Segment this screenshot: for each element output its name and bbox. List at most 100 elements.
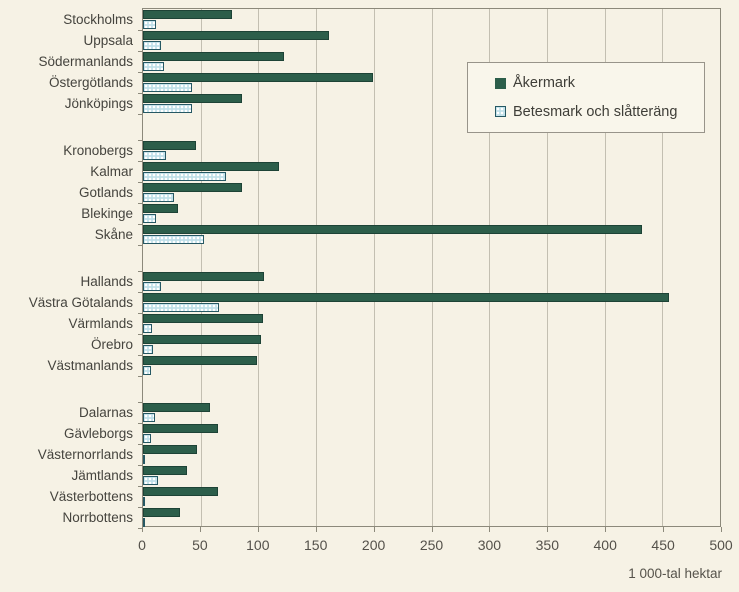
bar-row: Stockholms (0, 9, 721, 31)
x-tick-label: 150 (304, 537, 328, 553)
legend: Åkermark Betesmark och slåtteräng (467, 62, 705, 133)
bar-row: Kalmar (0, 161, 721, 183)
akermark-bar (143, 314, 264, 323)
akermark-bar (143, 356, 258, 365)
x-tick (547, 527, 549, 532)
akermark-bar (143, 403, 211, 412)
betesmark-bar (143, 324, 153, 333)
category-label: Kronobergs (63, 143, 133, 158)
x-tick-label: 0 (138, 537, 146, 553)
category-label: Stockholms (63, 12, 133, 27)
x-tick (199, 527, 201, 532)
category-label: Västerbottens (49, 489, 133, 504)
bars-area (143, 402, 721, 423)
category-label: Gävleborgs (63, 426, 133, 441)
akermark-bar (143, 31, 330, 40)
bar-row: Skåne (0, 224, 721, 246)
category-label: Norrbottens (62, 510, 133, 525)
bars-area (143, 507, 721, 528)
betesmark-bar (143, 413, 155, 422)
x-tick-label: 400 (593, 537, 617, 553)
bar-row: Dalarnas (0, 402, 721, 424)
category-label: Västra Götalands (28, 295, 133, 310)
akermark-bar (143, 487, 219, 496)
gridline (316, 9, 318, 526)
x-tick-label: 350 (535, 537, 559, 553)
betesmark-bar (143, 476, 159, 485)
bar-row: Östergötlands (0, 72, 721, 94)
legend-label: Betesmark och slåtteräng (513, 103, 678, 120)
bar-rows: Stockholms Uppsala Södermanlands Östergötla… (0, 9, 721, 529)
legend-label: Åkermark (513, 75, 576, 92)
betesmark-bar (143, 455, 146, 464)
betesmark-bar (143, 41, 162, 50)
gridline (373, 9, 375, 526)
bars-area (143, 182, 721, 203)
bar-row: Uppsala (0, 30, 721, 52)
category-label: Västernorrlands (37, 447, 133, 462)
betesmark-bar (143, 366, 152, 375)
gridline (546, 9, 548, 526)
x-tick (257, 527, 259, 532)
bar-row: Västmanlands (0, 355, 721, 377)
bars-area (143, 140, 721, 161)
category-label: Hallands (80, 274, 133, 289)
betesmark-bar (143, 235, 205, 244)
bar-row: Kronobergs (0, 140, 721, 162)
akermark-bar (143, 445, 198, 454)
bars-area (143, 72, 721, 93)
category-label: Västmanlands (47, 358, 133, 373)
category-label: Skåne (94, 227, 133, 242)
akermark-bar (143, 10, 232, 19)
category-label: Södermanlands (38, 54, 133, 69)
category-label: Jönköpings (64, 96, 133, 111)
bar-row: Södermanlands (0, 51, 721, 73)
x-tick-label: 250 (419, 537, 444, 553)
bars-area (143, 355, 721, 376)
betesmark-bar (143, 518, 145, 527)
akermark-bar (143, 204, 178, 213)
bars-area (143, 93, 721, 114)
betesmark-bar (143, 172, 227, 181)
x-tick-label: 450 (651, 537, 675, 553)
x-tick (431, 527, 433, 532)
plot-area (142, 8, 721, 527)
category-label: Jämtlands (71, 468, 133, 483)
bar-row: Hallands (0, 271, 721, 293)
bars-area (143, 313, 721, 334)
category-label: Gotlands (78, 185, 133, 200)
bar-row: Örebro (0, 334, 721, 356)
akermark-bar (143, 141, 197, 150)
x-tick (663, 527, 665, 532)
x-axis-unit-label: 1 000-tal hektar (628, 566, 722, 581)
bar-row: Jämtlands (0, 465, 721, 487)
bar-row: Jönköpings (0, 93, 721, 115)
x-tick (142, 527, 143, 532)
bar-row: Gävleborgs (0, 423, 721, 445)
gridline (258, 9, 260, 526)
betesmark-bar (143, 193, 175, 202)
bars-area (143, 30, 721, 51)
bars-area (143, 486, 721, 507)
group-spacer (0, 245, 721, 272)
betesmark-swatch-icon (495, 106, 506, 118)
bars-area (143, 51, 721, 72)
akermark-bar (143, 52, 285, 61)
group-spacer (0, 114, 721, 141)
betesmark-bar (143, 62, 164, 71)
x-axis-ticks (142, 527, 722, 533)
akermark-bar (143, 466, 187, 475)
x-tick-label: 50 (192, 537, 208, 553)
gridline (489, 9, 491, 526)
x-tick-label: 200 (361, 537, 386, 553)
bar-row: Blekinge (0, 203, 721, 225)
betesmark-bar (143, 497, 146, 506)
betesmark-bar (143, 83, 192, 92)
akermark-bar (143, 335, 261, 344)
betesmark-bar (143, 20, 156, 29)
bars-area (143, 203, 721, 224)
category-label: Örebro (90, 337, 133, 352)
category-label: Kalmar (90, 164, 133, 179)
category-label: Östergötlands (48, 75, 133, 90)
